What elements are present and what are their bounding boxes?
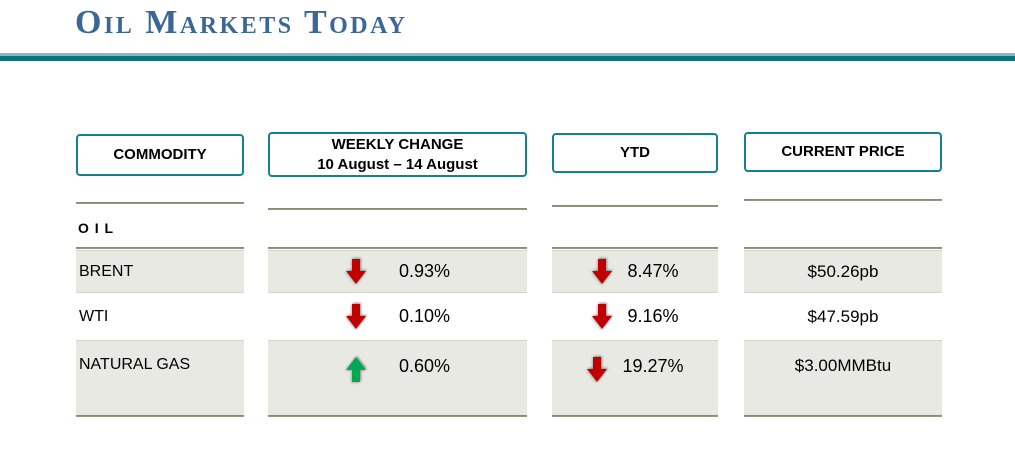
- rule: [744, 247, 942, 249]
- table-row-naturalgas-commodity: NATURAL GAS: [76, 340, 244, 416]
- commodity-name: WTI: [79, 307, 109, 325]
- ytd-value: 8.47%: [627, 261, 679, 281]
- rule: [76, 247, 244, 249]
- current-price-value: $50.26pb: [807, 261, 879, 281]
- header-ytd-label: YTD: [620, 144, 650, 162]
- ytd-value: 19.27%: [622, 356, 684, 376]
- column-weekly-change: WEEKLY CHANGE 10 August – 14 August 0.93…: [268, 0, 527, 464]
- table-row-wti-commodity: WTI: [76, 293, 244, 340]
- table-row-naturalgas-ytd: 19.27%: [552, 340, 718, 416]
- table-row-brent-commodity: BRENT: [76, 250, 244, 293]
- section-label-oil: O I L: [78, 220, 115, 236]
- table-row-brent-weekly: 0.93%: [268, 250, 527, 293]
- ytd-value: 9.16%: [627, 306, 679, 326]
- weekly-change-value: 0.60%: [398, 356, 451, 376]
- table-row-naturalgas-weekly: 0.60%: [268, 340, 527, 416]
- divider-dark-band: [0, 56, 1015, 61]
- column-ytd: YTD 8.47% 9.16% 19.27%: [552, 0, 718, 464]
- column-commodity: COMMODITY O I L BRENT WTI NATURAL GAS: [76, 0, 244, 464]
- rule: [268, 247, 527, 249]
- commodity-name: BRENT: [79, 262, 134, 280]
- arrow-down-icon: [345, 258, 367, 285]
- arrow-up-icon: [345, 356, 367, 383]
- weekly-change-value: 0.93%: [398, 261, 451, 281]
- current-price-value: $47.59pb: [807, 306, 879, 326]
- commodity-name: NATURAL GAS: [79, 356, 191, 373]
- header-weekly-line1: WEEKLY CHANGE: [331, 136, 464, 153]
- rule: [76, 202, 244, 204]
- table-row-wti-weekly: 0.10%: [268, 293, 527, 340]
- table-row-brent-price: $50.26pb: [744, 250, 942, 293]
- rule: [744, 199, 942, 201]
- table-row-wti-price: $47.59pb: [744, 293, 942, 340]
- rule: [76, 415, 244, 417]
- divider-light-band: [0, 53, 1015, 56]
- arrow-down-icon: [345, 303, 367, 330]
- rule: [552, 415, 718, 417]
- header-weekly-change: WEEKLY CHANGE 10 August – 14 August: [268, 132, 527, 177]
- arrow-down-icon: [591, 258, 613, 285]
- page-title: Oil Markets Today: [75, 4, 408, 41]
- header-commodity-label: COMMODITY: [113, 146, 207, 164]
- header-commodity: COMMODITY: [76, 134, 244, 176]
- rule: [744, 415, 942, 417]
- rule: [552, 247, 718, 249]
- header-current-price-label: CURRENT PRICE: [781, 143, 905, 161]
- header-ytd: YTD: [552, 133, 718, 173]
- weekly-change-value: 0.10%: [398, 306, 451, 326]
- current-price-value: $3.00MMBtu: [794, 356, 892, 375]
- table-row-naturalgas-price: $3.00MMBtu: [744, 340, 942, 416]
- rule: [268, 415, 527, 417]
- title-divider: [0, 53, 1015, 61]
- column-current-price: CURRENT PRICE $50.26pb $47.59pb $3.00MMB…: [744, 0, 942, 464]
- header-weekly-line2: 10 August – 14 August: [317, 155, 478, 173]
- header-current-price: CURRENT PRICE: [744, 132, 942, 172]
- arrow-down-icon: [591, 303, 613, 330]
- table-row-brent-ytd: 8.47%: [552, 250, 718, 293]
- rule: [552, 205, 718, 207]
- rule: [268, 208, 527, 210]
- table-row-wti-ytd: 9.16%: [552, 293, 718, 340]
- arrow-down-icon: [586, 356, 608, 383]
